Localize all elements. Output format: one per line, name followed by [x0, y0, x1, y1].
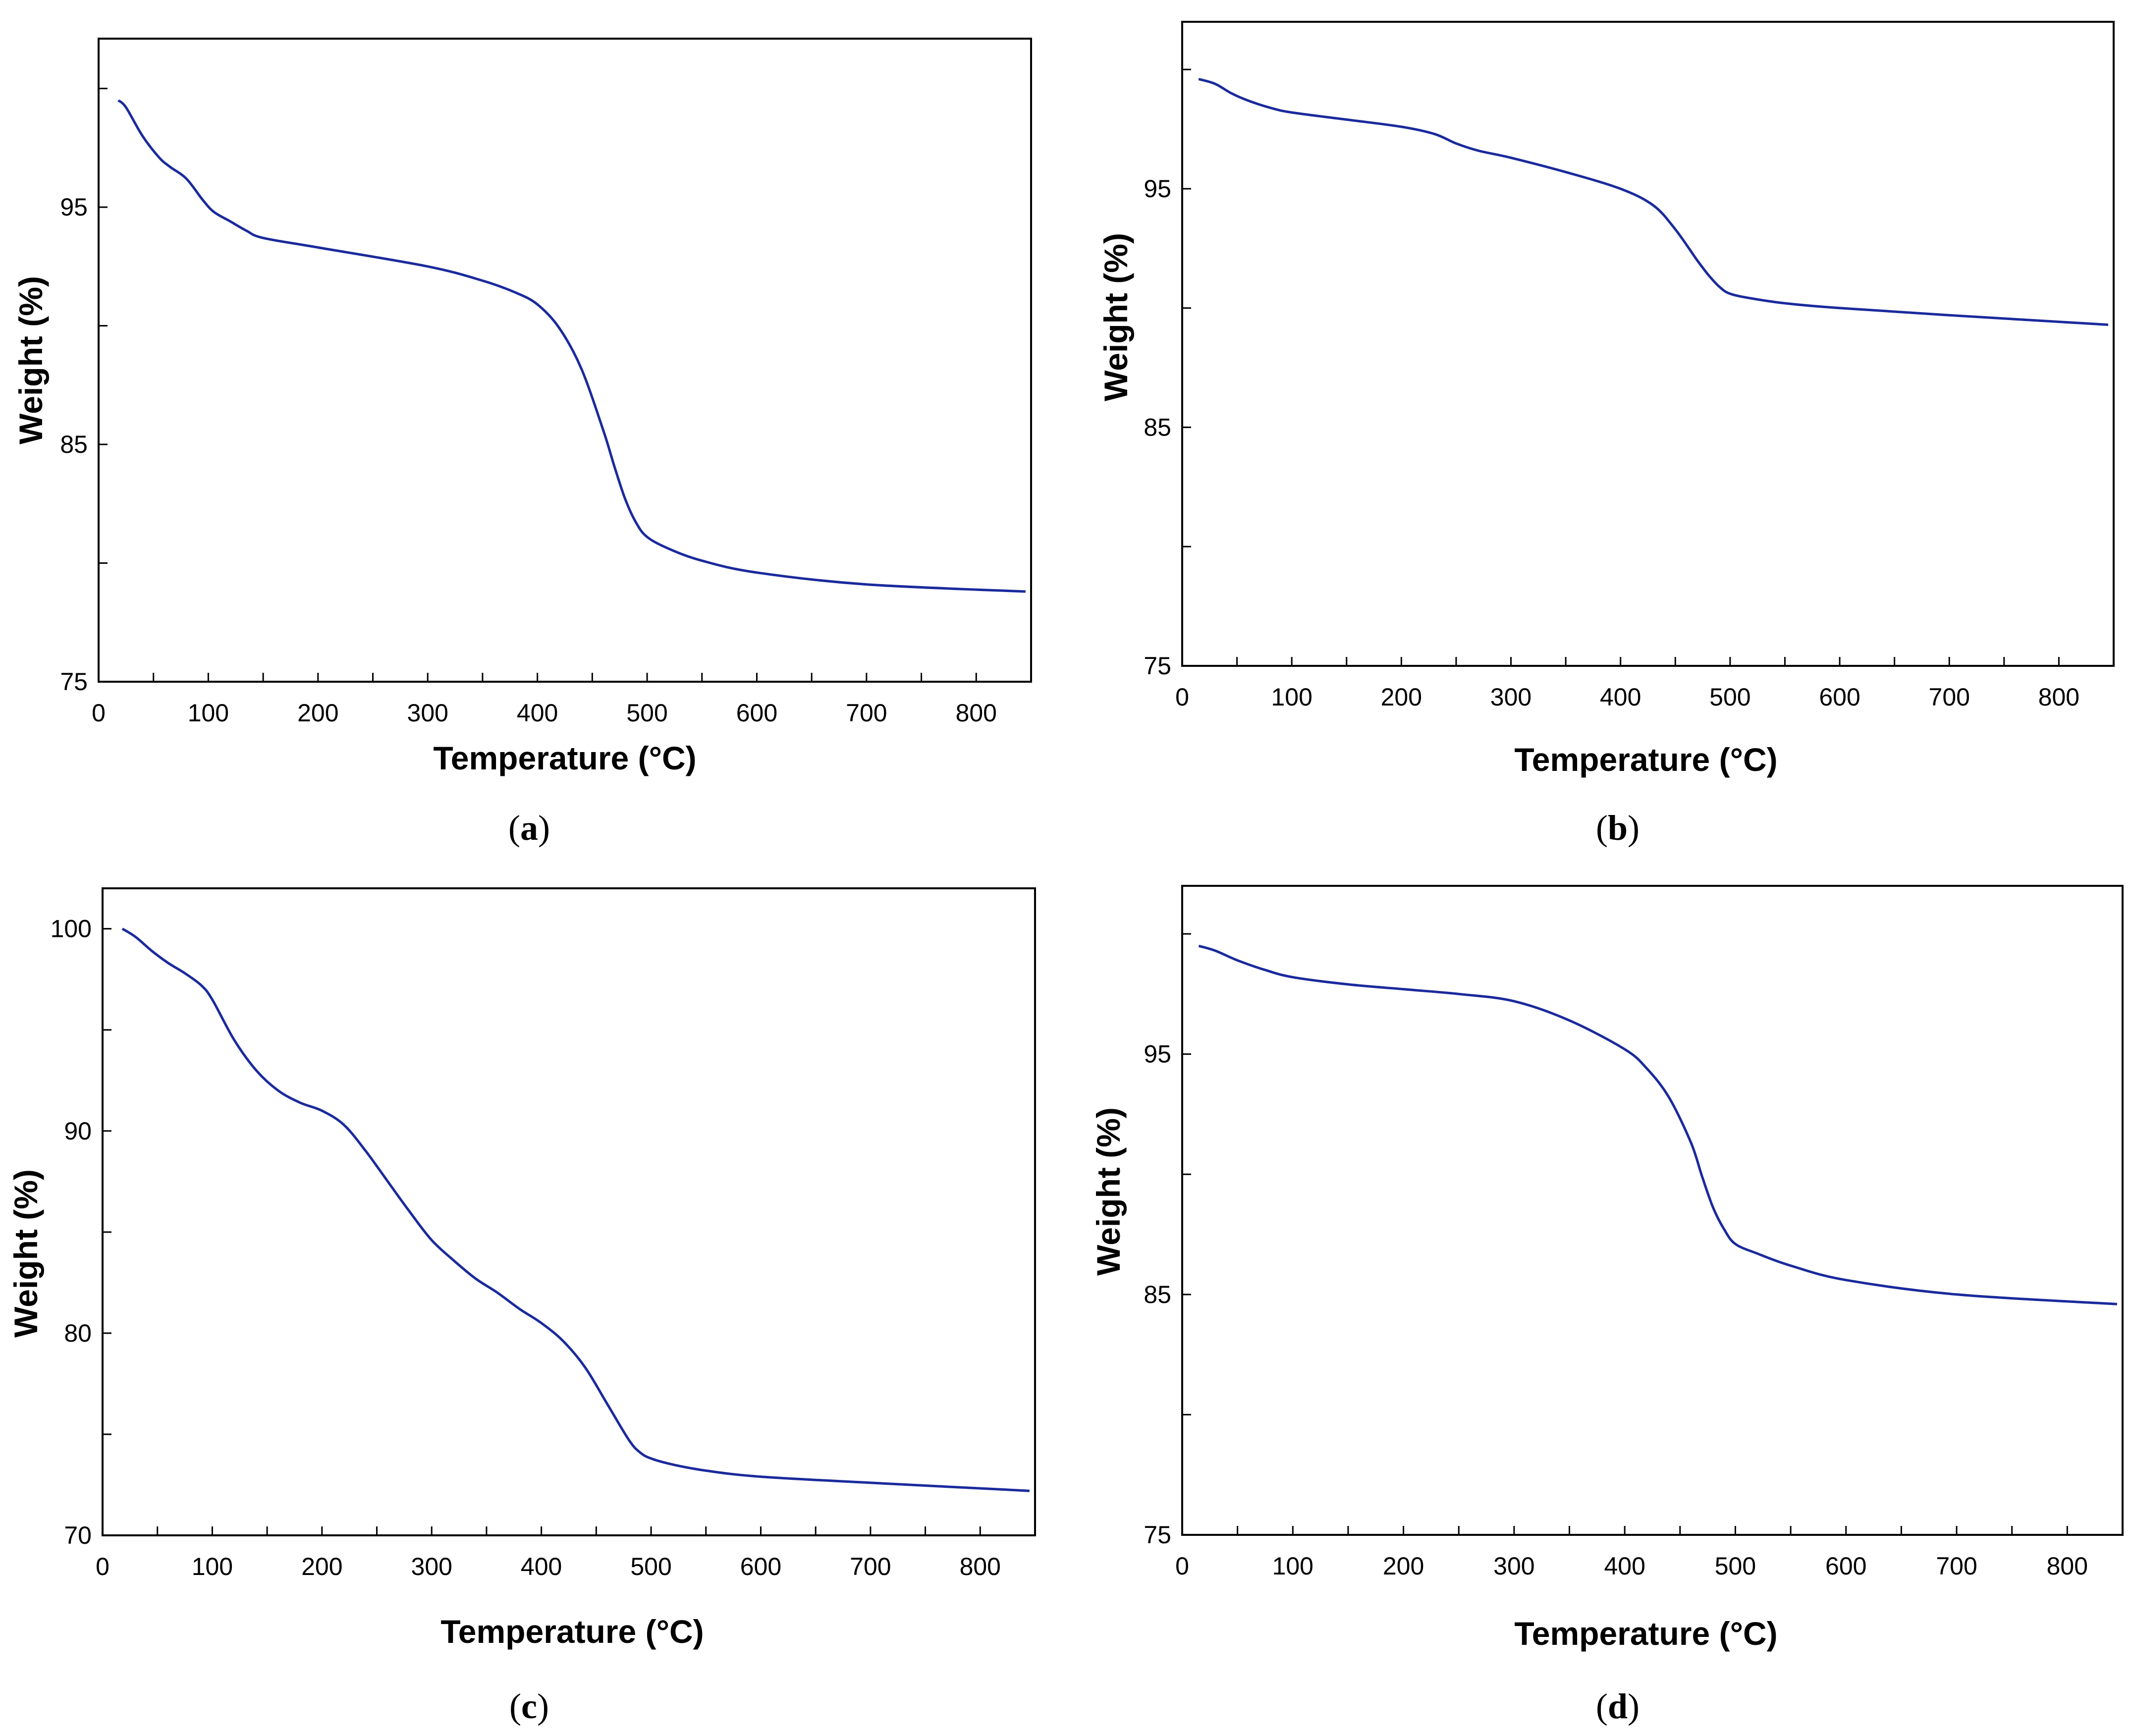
panel-caption: (d) [1596, 1686, 1639, 1726]
x-tick-label: 100 [192, 1553, 233, 1580]
panel-caption: (b) [1596, 808, 1639, 848]
y-tick-label: 70 [64, 1521, 92, 1549]
caption-letter: d [1608, 1686, 1628, 1726]
x-tick-label: 400 [521, 1553, 562, 1580]
x-tick-label: 100 [188, 699, 229, 727]
x-tick-label: 700 [1929, 683, 1970, 711]
tga-curve [1198, 78, 2109, 326]
x-tick-label: 0 [96, 1553, 109, 1580]
x-tick-label: 800 [956, 699, 997, 727]
x-axis-ticks: 0 100 200 300 400 500 600 700 800 [1175, 1526, 2088, 1580]
x-tick-label: 800 [2047, 1552, 2088, 1580]
y-axis-ticks: 70 80 90 100 [51, 915, 111, 1549]
x-tick-label: 400 [517, 699, 558, 727]
y-axis-ticks: 75 85 95 [1144, 933, 1191, 1549]
x-tick-label: 400 [1600, 683, 1641, 711]
tga-curve [1198, 944, 2117, 1305]
caption-letter: c [521, 1686, 537, 1726]
y-tick-label: 95 [1144, 175, 1171, 203]
y-axis-title: Weight (%) [1090, 1107, 1127, 1276]
y-axis-title: Weight (%) [12, 276, 49, 444]
y-axis-title: Weight (%) [7, 1169, 44, 1338]
tga-curve [121, 927, 1030, 1492]
panel-caption: (c) [509, 1686, 549, 1726]
panel-c: 70 80 90 100 0 100 200 300 400 500 600 700 800 Temp… [7, 887, 1036, 1726]
x-tick-label: 500 [626, 699, 667, 727]
caption-open-paren: ( [1596, 808, 1608, 848]
x-tick-label: 800 [960, 1553, 1001, 1580]
y-tick-label: 85 [60, 431, 88, 458]
x-tick-label: 800 [2038, 683, 2079, 711]
x-tick-label: 700 [1936, 1552, 1977, 1580]
y-tick-label: 85 [1144, 414, 1171, 441]
y-tick-label: 85 [1144, 1281, 1171, 1308]
panel-d: 75 85 95 0 100 200 300 400 500 600 700 800 Tempera… [1090, 885, 2124, 1726]
caption-open-paren: ( [509, 1686, 521, 1726]
x-tick-label: 500 [630, 1553, 671, 1580]
x-axis-ticks: 0 100 200 300 400 500 600 700 800 [1175, 657, 2079, 711]
y-axis-ticks: 75 85 95 [60, 88, 108, 696]
x-axis-title: Temperature (°C) [440, 1613, 704, 1650]
x-tick-label: 700 [850, 1553, 891, 1580]
caption-close-paren: ) [1628, 1686, 1639, 1726]
x-tick-label: 700 [846, 699, 887, 727]
caption-open-paren: ( [508, 808, 520, 848]
x-tick-label: 600 [740, 1553, 781, 1580]
x-tick-label: 300 [407, 699, 448, 727]
x-tick-label: 100 [1271, 683, 1312, 711]
caption-close-paren: ) [1628, 808, 1639, 848]
caption-letter: b [1608, 808, 1628, 848]
y-tick-label: 100 [51, 915, 92, 943]
panel-b: 75 85 95 0 100 200 300 400 500 600 700 800 Tempera… [1097, 21, 2115, 848]
x-tick-label: 600 [1819, 683, 1860, 711]
x-axis-title: Temperature (°C) [433, 740, 696, 776]
x-tick-label: 400 [1604, 1552, 1645, 1580]
x-tick-label: 500 [1709, 683, 1750, 711]
y-tick-label: 75 [1144, 1521, 1171, 1549]
x-tick-label: 200 [1381, 683, 1422, 711]
y-tick-label: 80 [64, 1319, 92, 1347]
x-axis-ticks: 0 100 200 300 400 500 600 700 800 [96, 1526, 1001, 1580]
caption-close-paren: ) [537, 1686, 549, 1726]
y-tick-label: 95 [60, 193, 88, 221]
x-tick-label: 600 [736, 699, 777, 727]
x-tick-label: 0 [1175, 683, 1189, 711]
x-tick-label: 200 [1383, 1552, 1424, 1580]
y-tick-label: 90 [64, 1117, 92, 1145]
caption-letter: a [520, 808, 538, 848]
x-tick-label: 100 [1272, 1552, 1313, 1580]
caption-open-paren: ( [1596, 1686, 1608, 1726]
y-axis-title: Weight (%) [1097, 233, 1134, 401]
x-tick-label: 0 [92, 699, 106, 727]
x-axis-ticks: 0 100 200 300 400 500 600 700 800 [92, 673, 997, 727]
x-tick-label: 200 [301, 1553, 342, 1580]
y-tick-label: 75 [1144, 652, 1171, 680]
caption-close-paren: ) [538, 808, 550, 848]
x-axis-title: Temperature (°C) [1514, 741, 1777, 778]
x-tick-label: 200 [297, 699, 338, 727]
y-tick-label: 75 [60, 668, 88, 696]
panel-caption: (a) [508, 808, 550, 848]
y-tick-label: 95 [1144, 1040, 1171, 1068]
x-tick-label: 500 [1715, 1552, 1756, 1580]
panel-a: 75 85 95 0 100 200 300 400 500 600 700 800 Tempera… [12, 38, 1032, 848]
y-axis-ticks: 75 85 95 [1144, 68, 1191, 680]
x-tick-label: 0 [1175, 1552, 1189, 1580]
tga-curve [117, 99, 1026, 593]
plot-area-frame [1181, 885, 2124, 1536]
plot-area-frame [102, 887, 1036, 1536]
x-tick-label: 300 [411, 1553, 452, 1580]
x-tick-label: 300 [1490, 683, 1531, 711]
plot-area-frame [98, 38, 1032, 683]
x-tick-label: 600 [1825, 1552, 1866, 1580]
x-tick-label: 300 [1493, 1552, 1534, 1580]
x-axis-title: Temperature (°C) [1514, 1615, 1777, 1652]
plot-area-frame [1181, 21, 2115, 667]
